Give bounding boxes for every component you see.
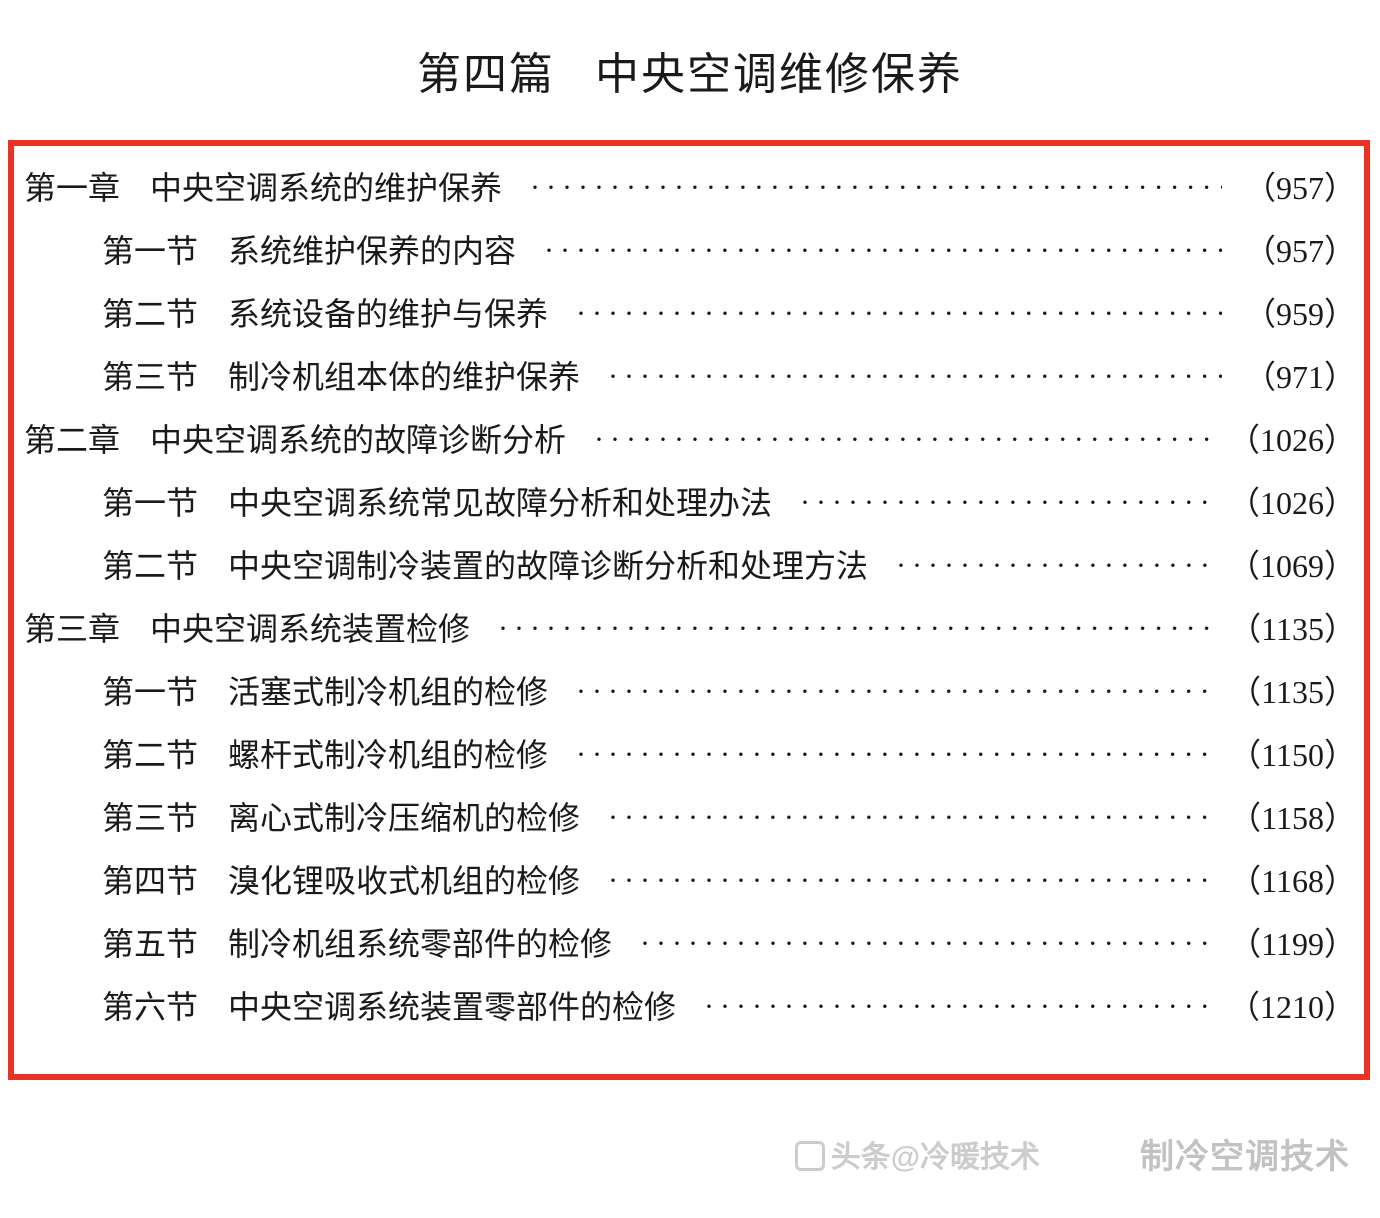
toc-title: 活塞式制冷机组的检修 bbox=[228, 676, 548, 708]
toc-page-number: （1158） bbox=[1229, 802, 1356, 834]
toc-leader-dots: ········································… bbox=[896, 551, 1214, 581]
toc-page-number: （1026） bbox=[1228, 424, 1356, 456]
page-title: 第四篇中央空调维修保养 bbox=[0, 0, 1380, 142]
toc-page-number: （1026） bbox=[1228, 487, 1356, 519]
table-of-contents: 第一章中央空调系统的维护保养 ··························… bbox=[0, 142, 1380, 1024]
toc-chapter-row: 第一章中央空调系统的维护保养 ··························… bbox=[24, 172, 1356, 205]
toc-label: 第一节 bbox=[102, 487, 198, 519]
toc-page-number: （1150） bbox=[1229, 739, 1356, 771]
toc-label: 第四节 bbox=[102, 865, 198, 897]
toc-page-number: （1135） bbox=[1229, 676, 1356, 708]
toc-section-row: 第一节中央空调系统常见故障分析和处理办法 ····················… bbox=[24, 487, 1356, 520]
toc-label: 第一节 bbox=[102, 676, 198, 708]
toc-title: 溴化锂吸收式机组的检修 bbox=[228, 865, 580, 897]
toc-leader-dots: ········································… bbox=[530, 173, 1222, 203]
toc-label: 第二节 bbox=[102, 550, 198, 582]
toc-title: 螺杆式制冷机组的检修 bbox=[228, 739, 548, 771]
toc-leader-dots: ········································… bbox=[608, 866, 1215, 896]
toc-section-row: 第一节系统维护保养的内容 ····························… bbox=[24, 235, 1356, 268]
toc-page-number: （1199） bbox=[1229, 928, 1356, 960]
toc-title: 中央空调系统装置检修 bbox=[150, 613, 470, 645]
toc-label: 第三节 bbox=[102, 361, 198, 393]
toc-page-number: （957） bbox=[1236, 172, 1356, 204]
toc-leader-dots: ········································… bbox=[576, 740, 1215, 770]
toc-title: 制冷机组本体的维护保养 bbox=[228, 361, 580, 393]
toc-page-number: （1069） bbox=[1228, 550, 1356, 582]
toc-leader-dots: ········································… bbox=[704, 992, 1214, 1022]
toc-title: 中央空调系统装置零部件的检修 bbox=[228, 991, 676, 1023]
toc-title: 中央空调系统常见故障分析和处理办法 bbox=[228, 487, 772, 519]
toc-chapter-row: 第二章中央空调系统的故障诊断分析 ························… bbox=[24, 424, 1356, 457]
toc-page-number: （959） bbox=[1236, 298, 1356, 330]
watermark-brand: 制冷空调技术 bbox=[1140, 1129, 1350, 1178]
toc-section-row: 第六节中央空调系统装置零部件的检修 ·······················… bbox=[24, 991, 1356, 1024]
toc-section-row: 第四节溴化锂吸收式机组的检修 ··························… bbox=[24, 865, 1356, 898]
toc-section-row: 第三节制冷机组本体的维护保养 ··························… bbox=[24, 361, 1356, 394]
toc-page-number: （1210） bbox=[1228, 991, 1356, 1023]
toc-label: 第二节 bbox=[102, 739, 198, 771]
toc-title: 离心式制冷压缩机的检修 bbox=[228, 802, 580, 834]
toc-chapter-row: 第三章中央空调系统装置检修 ···························… bbox=[24, 613, 1356, 646]
toc-leader-dots: ········································… bbox=[576, 677, 1215, 707]
toc-title: 中央空调系统的维护保养 bbox=[150, 172, 502, 204]
logo-icon bbox=[795, 1141, 825, 1171]
title-part1: 第四篇 bbox=[417, 50, 555, 99]
toc-label: 第一章 bbox=[24, 172, 120, 204]
toc-leader-dots: ········································… bbox=[800, 488, 1214, 518]
toc-page-number: （1168） bbox=[1229, 865, 1356, 897]
toc-label: 第六节 bbox=[102, 991, 198, 1023]
toc-label: 第五节 bbox=[102, 928, 198, 960]
toc-title: 中央空调制冷装置的故障诊断分析和处理方法 bbox=[228, 550, 868, 582]
toc-section-row: 第三节离心式制冷压缩机的检修 ··························… bbox=[24, 802, 1356, 835]
toc-title: 制冷机组系统零部件的检修 bbox=[228, 928, 612, 960]
title-part2: 中央空调维修保养 bbox=[595, 50, 963, 99]
toc-section-row: 第一节活塞式制冷机组的检修 ···························… bbox=[24, 676, 1356, 709]
toc-title: 系统维护保养的内容 bbox=[228, 235, 516, 267]
toc-section-row: 第二节螺杆式制冷机组的检修 ···························… bbox=[24, 739, 1356, 772]
watermark-source: 头条@冷暖技术 bbox=[795, 1132, 1040, 1176]
toc-leader-dots: ········································… bbox=[640, 929, 1215, 959]
toc-page-number: （1135） bbox=[1229, 613, 1356, 645]
toc-label: 第二节 bbox=[102, 298, 198, 330]
toc-leader-dots: ········································… bbox=[608, 362, 1222, 392]
toc-title: 系统设备的维护与保养 bbox=[228, 298, 548, 330]
toc-section-row: 第二节系统设备的维护与保养 ···························… bbox=[24, 298, 1356, 331]
toc-section-row: 第二节中央空调制冷装置的故障诊断分析和处理方法 ·················… bbox=[24, 550, 1356, 583]
toc-label: 第三节 bbox=[102, 802, 198, 834]
toc-page-number: （957） bbox=[1236, 235, 1356, 267]
toc-leader-dots: ········································… bbox=[594, 425, 1214, 455]
toc-leader-dots: ········································… bbox=[608, 803, 1215, 833]
toc-label: 第二章 bbox=[24, 424, 120, 456]
toc-section-row: 第五节制冷机组系统零部件的检修 ·························… bbox=[24, 928, 1356, 961]
toc-page-number: （971） bbox=[1236, 361, 1356, 393]
toc-leader-dots: ········································… bbox=[544, 236, 1222, 266]
toc-label: 第三章 bbox=[24, 613, 120, 645]
toc-label: 第一节 bbox=[102, 235, 198, 267]
toc-title: 中央空调系统的故障诊断分析 bbox=[150, 424, 566, 456]
toc-leader-dots: ········································… bbox=[498, 614, 1215, 644]
toc-leader-dots: ········································… bbox=[576, 299, 1222, 329]
